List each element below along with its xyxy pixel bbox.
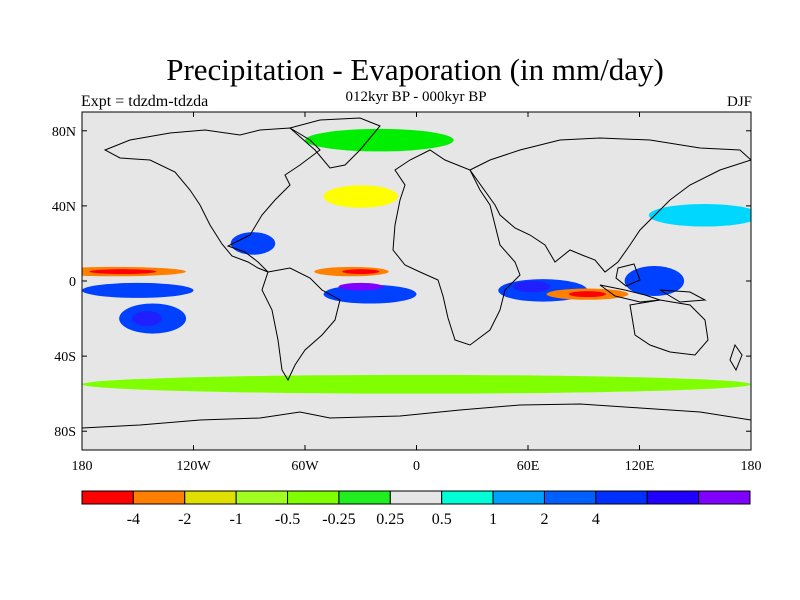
coast-north-america	[103, 127, 321, 273]
colorbar-box	[595, 490, 648, 505]
map-subtitle: 012kyr BP - 000kyr BP	[345, 89, 487, 105]
lon-tick-label: 180	[741, 459, 762, 474]
coast-new-guinea	[659, 289, 707, 303]
colorbar-label: 0.25	[376, 511, 404, 528]
coast-antarctica	[82, 403, 751, 429]
field-indian-ocean-dry-core	[568, 291, 607, 298]
colorbar-box	[698, 490, 751, 505]
field-maritime-continent-wet	[624, 265, 685, 297]
colorbar-box	[646, 490, 700, 505]
map-title: Precipitation - Evaporation (in mm/day)	[166, 52, 664, 87]
lon-tick-label: 60W	[291, 459, 319, 474]
coast-new-zealand	[729, 343, 743, 372]
colorbar-box	[492, 490, 545, 505]
colorbar-label: -1	[229, 511, 242, 528]
colorbar-label: -4	[127, 511, 140, 528]
colorbar-box	[235, 490, 289, 505]
lon-tick-label: 0	[413, 459, 420, 474]
lon-tick-label: 120W	[176, 459, 211, 474]
colorbar-box	[441, 490, 494, 505]
colorbar-box	[389, 490, 443, 505]
lat-tick-label: 80N	[52, 125, 76, 140]
field-layer	[82, 128, 751, 394]
coast-greenland	[288, 117, 381, 169]
colorbar-label: -0.5	[275, 511, 300, 528]
lon-tick-label: 120E	[625, 459, 655, 474]
colorbar-label: -0.25	[322, 511, 355, 528]
field-south-atlantic-wet-core	[338, 282, 384, 291]
coast-south-america	[261, 267, 341, 382]
coast-asia	[469, 137, 751, 273]
map-axes: 80N 40N 0 40S 80S 180 120W 60W 0 60E 120E 180	[52, 112, 762, 474]
coast-borneo	[615, 263, 641, 287]
lat-tick-label: 40S	[54, 350, 76, 365]
lat-tick-label: 0	[69, 275, 76, 290]
field-pacific-wet-band-south	[82, 282, 194, 298]
colorbar-box	[184, 490, 237, 505]
colorbar-label: 0.5	[432, 511, 452, 528]
colorbar-label: -2	[178, 511, 191, 528]
colorbar-box	[81, 490, 134, 505]
colorbar-label: 2	[540, 511, 548, 528]
field-north-pacific-storm-track	[648, 204, 751, 227]
season-label: DJF	[726, 94, 752, 110]
coast-australia	[629, 299, 709, 356]
coast-europe-africa	[392, 149, 521, 346]
lon-tick-label: 60E	[517, 459, 540, 474]
colorbar-label: 1	[489, 511, 497, 528]
field-pacific-itcz-dry-core	[89, 269, 157, 275]
field-pacific-spcz-wet-core	[132, 311, 162, 327]
experiment-label: Expt = tdzdm-tdzda	[81, 93, 209, 110]
colorbar-label: 4	[592, 511, 600, 528]
colorbar-box	[543, 490, 597, 505]
field-north-atlantic-storm-track	[323, 185, 398, 208]
coastlines	[82, 117, 751, 429]
field-central-america-wet	[230, 232, 276, 255]
colorbar: -4 -2 -1 -0.5 -0.25 0.25 0.5 1 2 4	[81, 490, 751, 528]
field-indian-ocean-wet-core	[513, 281, 551, 293]
lat-tick-label: 40N	[52, 200, 76, 215]
colorbar-box	[132, 490, 186, 505]
lon-tick-label: 180	[72, 459, 93, 474]
field-atlantic-dry-core	[342, 269, 380, 275]
colorbar-box	[338, 490, 391, 505]
field-arctic-green	[305, 128, 454, 152]
field-southern-ocean-green	[82, 374, 751, 394]
colorbar-box	[287, 490, 340, 505]
lat-tick-label: 80S	[54, 425, 76, 440]
